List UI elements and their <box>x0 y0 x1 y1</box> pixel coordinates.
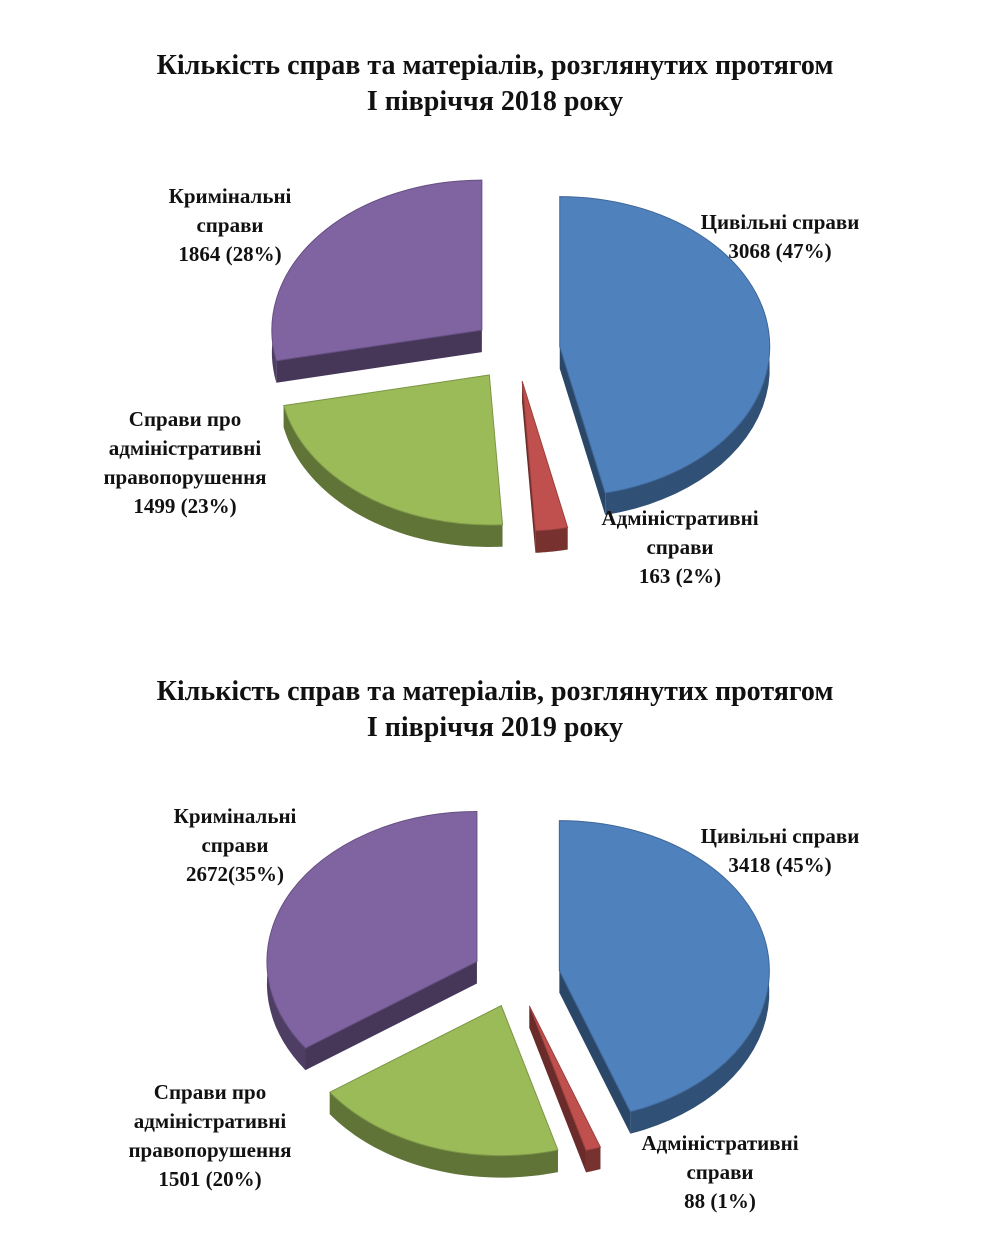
slice-name-line: адміністративні <box>133 1109 287 1133</box>
pie-chart-2018: Кількість справ та матеріалів, розглянут… <box>0 0 990 620</box>
data-label-criminal: Кримінальні справи 1864 (28%) <box>125 182 335 269</box>
pie-plot <box>266 811 770 1178</box>
pie-slice-criminal <box>271 179 483 383</box>
pie-slice-offense <box>328 1004 559 1178</box>
slice-name-line: правопорушення <box>103 465 267 489</box>
slice-value: 88 (1%) <box>684 1189 756 1213</box>
chart-title: Кількість справ та матеріалів, розглянут… <box>0 48 990 120</box>
pie-slice-wall <box>559 346 606 516</box>
slice-name-line: Кримінальні <box>168 184 292 208</box>
pie-slice-admin <box>528 1005 602 1173</box>
slice-name-line: Цивільні справи <box>700 210 860 234</box>
pie-slice-criminal <box>266 811 478 1071</box>
chart-title-line-1: Кількість справ та матеріалів, розглянут… <box>156 676 834 707</box>
slice-name-line: справи <box>196 213 264 237</box>
slice-name-line: справи <box>646 535 714 559</box>
pie-slice-civil <box>558 820 770 1134</box>
pie-slice-top <box>266 811 478 1049</box>
pie-slice-civil <box>559 196 771 516</box>
pie-slice-side <box>535 527 568 553</box>
pie-slice-wall <box>276 330 482 383</box>
pie-slice-top <box>528 1005 602 1151</box>
slice-value: 1499 (23%) <box>133 494 237 518</box>
data-label-admin: Адміністративні справи 163 (2%) <box>575 504 785 591</box>
pie-slice-top <box>328 1004 559 1157</box>
pie-slice-wall <box>529 1005 586 1173</box>
slice-name-line: правопорушення <box>128 1138 292 1162</box>
slice-name-line: справи <box>201 833 269 857</box>
slice-name-line: Адміністративні <box>641 1131 799 1155</box>
data-label-criminal: Кримінальні справи 2672(35%) <box>130 802 340 889</box>
pie-slice-side <box>586 1147 601 1173</box>
pie-slice-admin <box>521 380 569 553</box>
pie-slice-offense <box>283 374 504 547</box>
chart-title-line-2: І півріччя 2019 року <box>366 712 624 743</box>
slice-name-line: Справи про <box>153 1080 267 1104</box>
slice-name-line: Кримінальні <box>173 804 297 828</box>
pie-slice-wall <box>559 970 631 1134</box>
data-label-offense: Справи про адміністративні правопорушенн… <box>70 405 300 521</box>
pie-chart-2019: Кількість справ та матеріалів, розглянут… <box>0 626 990 1246</box>
pie-slice-top <box>521 380 569 532</box>
slice-value: 3068 (47%) <box>728 239 832 263</box>
slice-name-line: Цивільні справи <box>700 824 860 848</box>
pie-slice-top <box>558 820 770 1113</box>
slice-value: 2672(35%) <box>186 862 284 886</box>
slice-value: 1501 (20%) <box>158 1167 262 1191</box>
slice-value: 163 (2%) <box>638 564 722 588</box>
slice-value: 3418 (45%) <box>728 853 832 877</box>
pie-slice-side <box>283 405 503 547</box>
slice-value: 1864 (28%) <box>178 242 282 266</box>
pie-plot <box>271 179 771 553</box>
data-label-civil: Цивільні справи 3068 (47%) <box>670 208 890 266</box>
data-label-admin: Адміністративні справи 88 (1%) <box>615 1129 825 1216</box>
slice-name-line: Адміністративні <box>601 506 759 530</box>
chart-title: Кількість справ та матеріалів, розглянут… <box>0 674 990 746</box>
chart-title-line-2: І півріччя 2018 року <box>366 86 624 117</box>
slice-name-line: Справи про <box>128 407 242 431</box>
chart-title-line-1: Кількість справ та матеріалів, розглянут… <box>156 50 834 81</box>
slice-name-line: адміністративні <box>108 436 262 460</box>
pie-slice-wall <box>305 961 477 1071</box>
pie-slice-top <box>559 196 771 494</box>
data-label-civil: Цивільні справи 3418 (45%) <box>670 822 890 880</box>
pie-slice-top <box>283 374 504 526</box>
pie-slice-top <box>271 179 483 362</box>
data-label-offense: Справи про адміністративні правопорушенн… <box>95 1078 325 1194</box>
slice-name-line: справи <box>686 1160 754 1184</box>
